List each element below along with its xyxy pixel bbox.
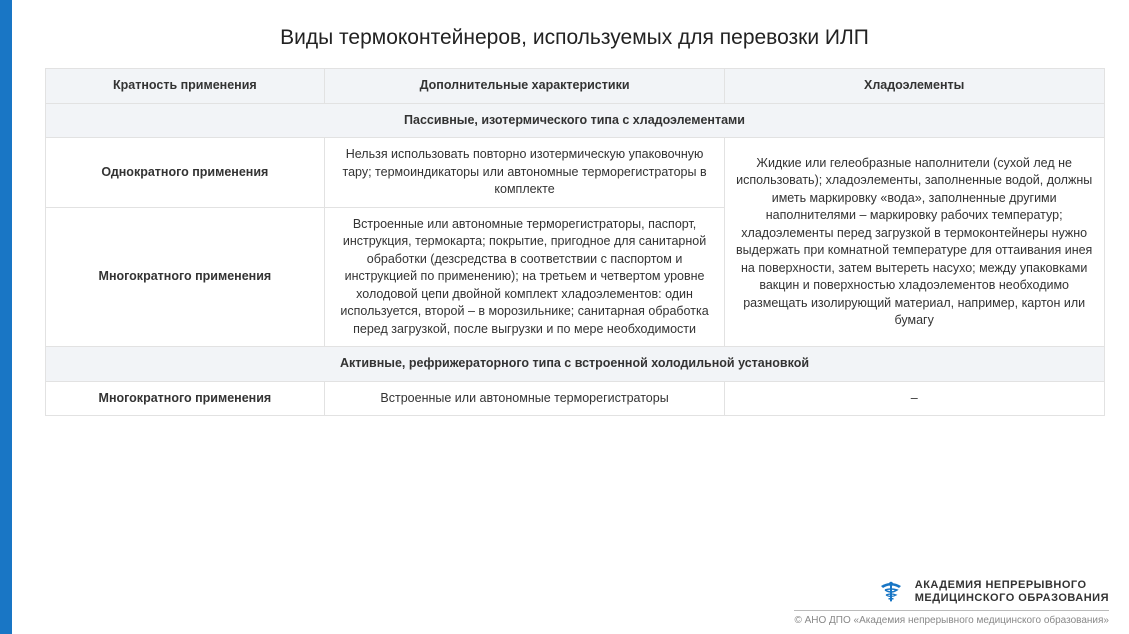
caduceus-icon <box>877 578 905 606</box>
org-name: АКАДЕМИЯ НЕПРЕРЫВНОГО МЕДИЦИНСКОГО ОБРАЗ… <box>915 579 1109 605</box>
table-row: Однократного применения Нельзя использов… <box>45 138 1104 208</box>
header-col3: Хладоэлементы <box>724 69 1104 104</box>
row1-col1: Однократного применения <box>45 138 325 208</box>
header-col2: Дополнительные характеристики <box>325 69 725 104</box>
merged-col3: Жидкие или гелеобразные наполнители (сух… <box>724 138 1104 347</box>
row3-col2: Встроенные или автономные терморегистрат… <box>325 381 725 416</box>
row2-col2: Встроенные или автономные терморегистрат… <box>325 207 725 347</box>
org-line1: АКАДЕМИЯ НЕПРЕРЫВНОГО <box>915 579 1109 592</box>
row1-col2: Нельзя использовать повторно изотермичес… <box>325 138 725 208</box>
page-title: Виды термоконтейнеров, используемых для … <box>40 26 1109 50</box>
table-row: Многократного применения Встроенные или … <box>45 381 1104 416</box>
header-col1: Кратность применения <box>45 69 325 104</box>
row3-col3: – <box>724 381 1104 416</box>
copyright: © АНО ДПО «Академия непрерывного медицин… <box>794 615 1109 626</box>
accent-bar <box>0 0 12 634</box>
section-row-passive: Пассивные, изотермического типа с хладоэ… <box>45 103 1104 138</box>
row2-col1: Многократного применения <box>45 207 325 347</box>
section-row-active: Активные, рефрижераторного типа с встрое… <box>45 347 1104 382</box>
row3-col1: Многократного применения <box>45 381 325 416</box>
footer: АКАДЕМИЯ НЕПРЕРЫВНОГО МЕДИЦИНСКОГО ОБРАЗ… <box>794 578 1109 626</box>
slide-content: Виды термоконтейнеров, используемых для … <box>20 0 1129 416</box>
org-block: АКАДЕМИЯ НЕПРЕРЫВНОГО МЕДИЦИНСКОГО ОБРАЗ… <box>794 578 1109 611</box>
section-title-active: Активные, рефрижераторного типа с встрое… <box>45 347 1104 382</box>
table-header-row: Кратность применения Дополнительные хара… <box>45 69 1104 104</box>
org-line2: МЕДИЦИНСКОГО ОБРАЗОВАНИЯ <box>915 592 1109 605</box>
section-title-passive: Пассивные, изотермического типа с хладоэ… <box>45 103 1104 138</box>
container-table: Кратность применения Дополнительные хара… <box>45 68 1105 416</box>
